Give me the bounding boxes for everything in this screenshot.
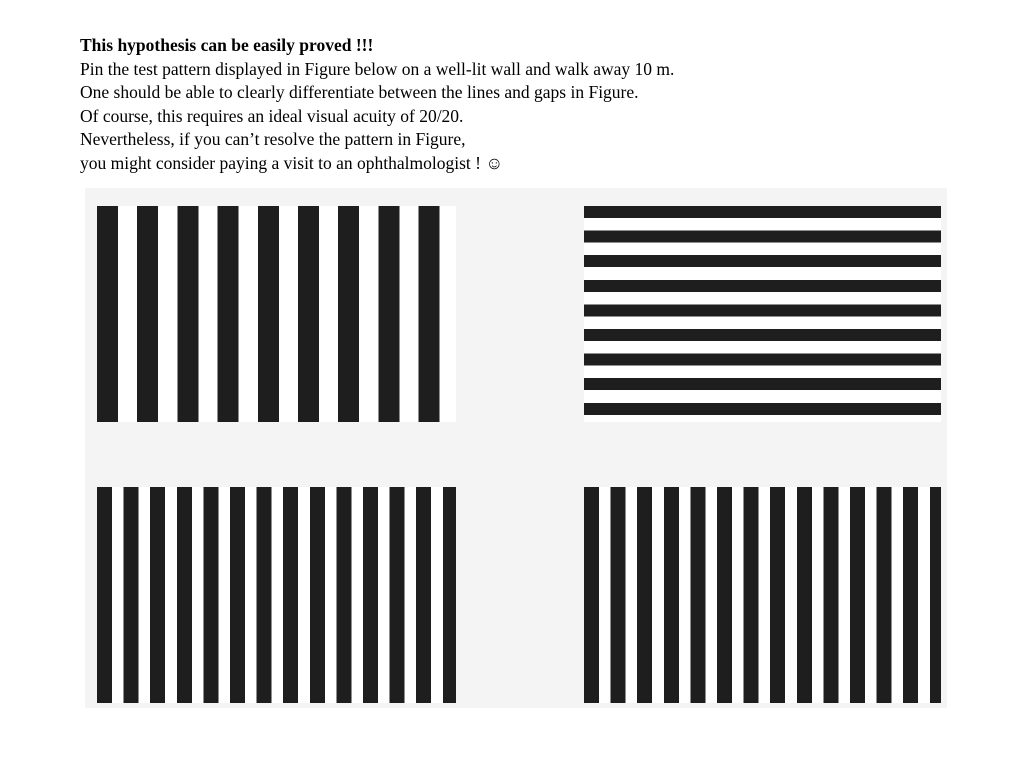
body-line-2: One should be able to clearly differenti… (80, 82, 639, 102)
vertical-coarse-pattern (97, 206, 456, 422)
body-line-3: Of course, this requires an ideal visual… (80, 105, 464, 126)
body-line-5: you might consider paying a visit to an … (80, 152, 504, 173)
vertical-fine-pattern-left (97, 487, 456, 703)
document-heading: This hypothesis can be easily proved !!! (80, 35, 374, 55)
test-pattern-figure (85, 188, 947, 708)
vertical-fine-pattern-right (584, 487, 941, 703)
horizontal-pattern (584, 206, 941, 422)
document-text: This hypothesis can be easily proved !!!… (80, 34, 980, 175)
body-line-4: Nevertheless, if you can’t resolve the p… (80, 129, 466, 149)
body-line-1: Pin the test pattern displayed in Figure… (80, 58, 675, 79)
